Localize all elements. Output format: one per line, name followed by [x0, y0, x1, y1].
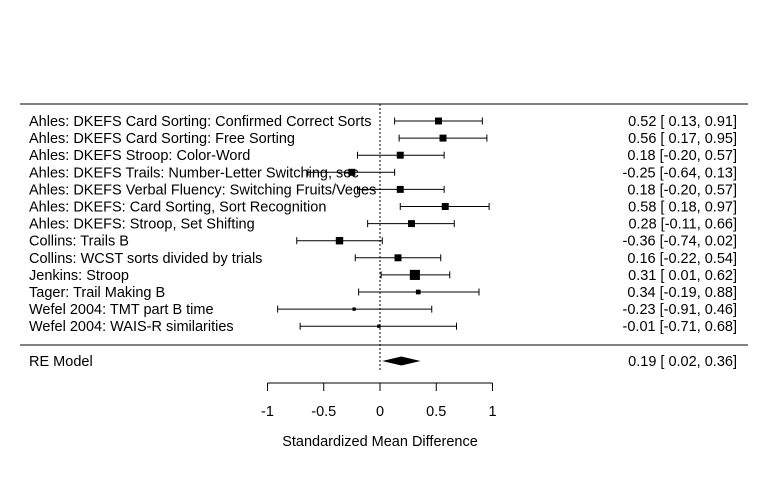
ci-value-label: 0.52 [ 0.13, 0.91] — [628, 114, 737, 130]
study-label: Ahles: DKEFS: Stroop, Set Shifting — [29, 217, 255, 233]
study-label: Collins: Trails B — [29, 234, 129, 250]
study-row: Jenkins: Stroop 0.31 [ 0.01, 0.62] — [29, 268, 737, 284]
study-label: Ahles: DKEFS: Card Sorting, Sort Recogni… — [29, 200, 326, 216]
study-label: Ahles: DKEFS Verbal Fluency: Switching F… — [29, 182, 376, 198]
ci-value-label: -0.01 [-0.71, 0.68] — [623, 319, 737, 335]
summary-label: RE Model — [29, 354, 93, 370]
point-estimate — [394, 254, 402, 262]
ci-value-label: -0.23 [-0.91, 0.46] — [623, 302, 737, 318]
study-row: Collins: WCST sorts divided by trials 0.1… — [29, 251, 737, 267]
ci-value-label: 0.16 [-0.22, 0.54] — [627, 251, 737, 267]
study-rows: Ahles: DKEFS Card Sorting: Confirmed Cor… — [29, 114, 737, 335]
study-row: Ahles: DKEFS Stroop: Color-Word 0.18 [-0.… — [29, 148, 737, 164]
point-estimate — [415, 289, 421, 295]
point-estimate — [396, 185, 404, 193]
study-label: Ahles: DKEFS Card Sorting: Confirmed Cor… — [29, 114, 371, 130]
x-tick-label: 1 — [488, 404, 496, 420]
ci-value-label: 0.56 [ 0.17, 0.95] — [628, 131, 737, 147]
study-row: Ahles: DKEFS Verbal Fluency: Switching F… — [29, 182, 737, 198]
study-label: Ahles: DKEFS Stroop: Color-Word — [29, 148, 250, 164]
study-row: Ahles: DKEFS Card Sorting: Confirmed Cor… — [29, 114, 737, 130]
summary-row: RE Model 0.19 [ 0.02, 0.36] — [29, 354, 737, 370]
point-estimate — [409, 269, 420, 280]
study-row: Tager: Trail Making B 0.34 [-0.19, 0.88] — [29, 285, 737, 301]
ci-value-label: 0.58 [ 0.18, 0.97] — [628, 200, 737, 216]
point-estimate — [396, 151, 404, 159]
ci-value-label: 0.18 [-0.20, 0.57] — [627, 182, 737, 198]
x-tick-label: 0 — [376, 404, 384, 420]
ci-value-label: -0.36 [-0.74, 0.02] — [623, 234, 737, 250]
study-row: Wefel 2004: TMT part B time -0.23 [-0.91,… — [29, 302, 737, 318]
ci-value-label: 0.34 [-0.19, 0.88] — [627, 285, 737, 301]
study-label: Ahles: DKEFS Card Sorting: Free Sorting — [29, 131, 295, 147]
point-estimate — [377, 324, 381, 328]
x-tick-label: -0.5 — [311, 404, 336, 420]
study-row: Ahles: DKEFS: Stroop, Set Shifting 0.28 [… — [29, 217, 737, 233]
study-label: Wefel 2004: TMT part B time — [29, 302, 214, 318]
study-row: Ahles: DKEFS: Card Sorting, Sort Recogni… — [29, 200, 737, 216]
study-label: Wefel 2004: WAIS-R similarities — [29, 319, 234, 335]
ci-value-label: 0.28 [-0.11, 0.66] — [628, 217, 737, 233]
study-row: Collins: Trails B -0.36 [-0.74, 0.02] — [29, 234, 737, 250]
summary-diamond — [382, 356, 421, 366]
ci-value-label: -0.25 [-0.64, 0.13] — [623, 165, 737, 181]
point-estimate — [441, 203, 449, 210]
x-axis: -1 -0.5 0 0.5 1 — [261, 382, 497, 420]
point-estimate — [408, 220, 415, 228]
x-tick-label: -1 — [261, 404, 274, 420]
study-label: Collins: WCST sorts divided by trials — [29, 251, 262, 267]
study-row: Ahles: DKEFS Card Sorting: Free Sorting 0… — [29, 131, 737, 147]
point-estimate — [439, 134, 447, 142]
summary-ci-value-label: 0.19 [ 0.02, 0.36] — [628, 354, 737, 370]
ci-value-label: 0.31 [ 0.01, 0.62] — [628, 268, 737, 284]
study-label: Ahles: DKEFS Trails: Number-Letter Switc… — [29, 165, 359, 181]
point-estimate — [435, 117, 442, 125]
point-estimate — [348, 168, 356, 176]
x-axis-label: Standardized Mean Difference — [282, 434, 478, 450]
study-row: Wefel 2004: WAIS-R similarities -0.01 [-0… — [29, 319, 737, 335]
study-label: Tager: Trail Making B — [29, 285, 165, 301]
point-estimate — [352, 307, 356, 311]
x-tick-label: 0.5 — [426, 404, 446, 420]
ci-value-label: 0.18 [-0.20, 0.57] — [627, 148, 737, 164]
study-row: Ahles: DKEFS Trails: Number-Letter Switc… — [29, 165, 737, 181]
point-estimate — [335, 237, 344, 245]
study-label: Jenkins: Stroop — [29, 268, 129, 284]
plot-frame — [20, 103, 748, 372]
